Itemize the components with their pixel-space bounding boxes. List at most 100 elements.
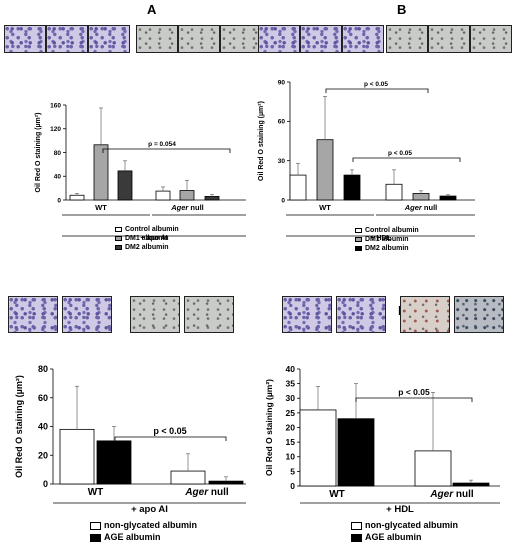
y-tick-label: 0 [290, 481, 295, 491]
y-tick-label: 160 [50, 102, 61, 109]
significance-bracket [355, 397, 473, 402]
bar [69, 194, 85, 201]
significance-bracket [114, 436, 227, 441]
micrograph-b-2 [300, 25, 342, 53]
y-tick-label: 60 [38, 393, 48, 403]
legend-swatch [115, 235, 122, 241]
treatment-label: + HDL [386, 504, 414, 515]
y-tick-label: 0 [281, 197, 285, 204]
y-tick-label: 30 [286, 393, 296, 403]
y-tick-label: 30 [278, 158, 286, 165]
micrograph-a-1 [4, 25, 46, 53]
legend-c: non-glycated albumin AGE albumin [90, 519, 197, 543]
y-tick-label: 0 [57, 197, 61, 204]
y-tick-label: 120 [50, 126, 61, 133]
category-label: Ager null [184, 487, 229, 498]
y-tick-label: 90 [278, 79, 286, 86]
legend-swatch [115, 226, 122, 232]
micrograph-c-3 [130, 296, 180, 333]
micrograph-a-6 [220, 25, 262, 53]
y-tick-label: 5 [290, 466, 295, 476]
legend-swatch [351, 521, 362, 530]
micrograph-d-1 [282, 296, 332, 333]
panel-letter-a: A [147, 2, 157, 17]
y-tick-label: 35 [286, 379, 296, 389]
significance-bracket [325, 88, 429, 93]
treatment-label: + apo AI [140, 235, 167, 242]
micrograph-a-3 [88, 25, 130, 53]
legend-swatch [355, 227, 362, 233]
micrograph-a-2 [46, 25, 88, 53]
y-tick-label: 10 [286, 452, 296, 462]
y-axis-label: Oil Red O staining (µm²) [264, 379, 274, 476]
bar [117, 170, 133, 201]
y-tick-label: 15 [286, 437, 296, 447]
category-label: Ager null [429, 489, 474, 500]
legend-swatch [355, 236, 362, 242]
category-label: Ager null [170, 203, 204, 212]
legend-label: AGE albumin [104, 532, 161, 542]
y-tick-label: 60 [278, 119, 286, 126]
bar [412, 193, 430, 201]
bar [204, 196, 220, 201]
y-tick-label: 0 [43, 479, 48, 489]
legend-item: non-glycated albumin [351, 519, 458, 531]
micrograph-b-5 [428, 25, 470, 53]
micrograph-b-1 [258, 25, 300, 53]
micrograph-d-4 [454, 296, 504, 333]
legend-label: AGE albumin [365, 532, 422, 542]
significance-label: p < 0.05 [388, 150, 412, 157]
legend-label: non-glycated albumin [365, 520, 459, 530]
micrograph-c-4 [184, 296, 234, 333]
legend-label: DM1 albumin [365, 236, 409, 243]
legend-label: non-glycated albumin [104, 520, 198, 530]
legend-label: Control albumin [365, 227, 419, 234]
legend-swatch [90, 521, 101, 530]
y-tick-label: 40 [38, 422, 48, 432]
y-tick-label: 40 [286, 364, 296, 374]
micrograph-a-4 [136, 25, 178, 53]
bar [343, 174, 361, 201]
y-tick-label: 40 [54, 174, 62, 181]
bar [170, 470, 206, 485]
y-tick-label: 20 [38, 450, 48, 460]
bar [337, 418, 375, 487]
significance-bracket [102, 148, 231, 153]
significance-bracket [352, 157, 461, 162]
bar [414, 450, 452, 487]
legend-label: DM2 albumin [365, 245, 409, 252]
treatment-label: + apo AI [131, 504, 168, 515]
legend-label: Control albumin [125, 226, 179, 233]
legend-label: DM1 albumin [125, 235, 169, 242]
y-tick-label: 80 [54, 150, 62, 157]
significance-label: p < 0.05 [153, 426, 186, 436]
bar [208, 480, 244, 485]
legend-item: DM1 albumin [115, 234, 179, 243]
legend-swatch [115, 244, 122, 250]
category-label: WT [88, 487, 104, 498]
y-axis-label: Oil Red O staining (µm²) [35, 113, 42, 193]
legend-b: Control albumin DM1 albumin DM2 albumin [355, 226, 419, 253]
y-axis-label: Oil Red O staining (µm²) [258, 101, 265, 181]
bar [96, 440, 132, 485]
legend-swatch [355, 245, 362, 251]
bar [316, 139, 334, 201]
legend-item: DM1 albumin [355, 235, 419, 244]
legend-item: non-glycated albumin [90, 519, 197, 531]
micrograph-c-2 [62, 296, 112, 333]
bar [299, 409, 337, 487]
bar [385, 183, 403, 201]
y-tick-label: 25 [286, 408, 296, 418]
bar [93, 144, 109, 201]
micrograph-c-1 [8, 296, 58, 333]
micrograph-d-3 [400, 296, 450, 333]
category-label: WT [319, 203, 331, 212]
y-tick-label: 20 [286, 422, 296, 432]
micrograph-b-3 [342, 25, 384, 53]
legend-item: Control albumin [355, 226, 419, 235]
category-label: WT [95, 203, 107, 212]
significance-label: p < 0.05 [398, 387, 430, 397]
micrograph-d-2 [336, 296, 386, 333]
legend-d: non-glycated albumin AGE albumin [351, 519, 458, 543]
bar [179, 190, 195, 201]
